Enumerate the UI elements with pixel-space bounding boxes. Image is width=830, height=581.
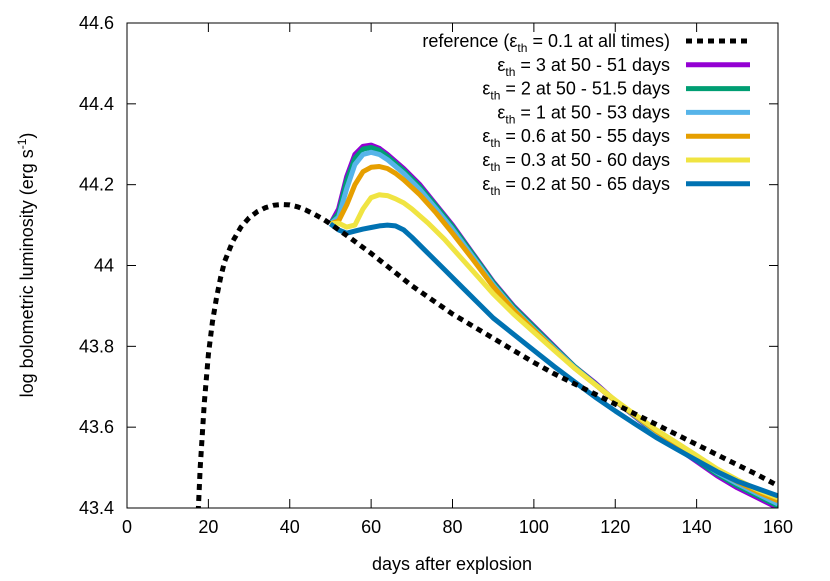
reference-line bbox=[195, 201, 778, 508]
legend-label: εth = 0.2 at 50 - 65 days bbox=[482, 174, 670, 198]
plot-curves bbox=[195, 142, 778, 508]
x-tick-label: 140 bbox=[682, 517, 712, 537]
y-axis-ticks: 43.4 43.6 43.8 44 44.2 44.4 44.6 bbox=[79, 13, 778, 518]
legend-label: reference (εth = 0.1 at all times) bbox=[422, 31, 670, 55]
x-tick-label: 60 bbox=[361, 517, 381, 537]
x-tick-label: 100 bbox=[519, 517, 549, 537]
y-tick-label: 44.6 bbox=[79, 13, 114, 33]
legend-label: εth = 2 at 50 - 51.5 days bbox=[482, 79, 670, 103]
legend-label: εth = 0.6 at 50 - 55 days bbox=[482, 126, 670, 150]
y-tick-label: 44.2 bbox=[79, 175, 114, 195]
x-tick-label: 160 bbox=[763, 517, 793, 537]
x-tick-label: 40 bbox=[280, 517, 300, 537]
y-tick-label: 43.4 bbox=[79, 498, 114, 518]
x-axis-ticks: 0 20 40 60 80 100 120 140 160 bbox=[122, 23, 793, 537]
y-tick-label: 43.8 bbox=[79, 336, 114, 356]
legend: reference (εth = 0.1 at all times)εth = … bbox=[422, 31, 750, 198]
plot-frame bbox=[126, 22, 779, 509]
x-tick-label: 20 bbox=[198, 517, 218, 537]
legend-label: εth = 0.3 at 50 - 60 days bbox=[482, 150, 670, 174]
y-tick-label: 44 bbox=[94, 256, 114, 276]
x-tick-label: 80 bbox=[442, 517, 462, 537]
x-tick-label: 120 bbox=[600, 517, 630, 537]
y-tick-label: 43.6 bbox=[79, 417, 114, 437]
x-axis-label: days after explosion bbox=[372, 554, 532, 574]
legend-label: εth = 3 at 50 - 51 days bbox=[497, 55, 670, 79]
x-tick-label: 0 bbox=[122, 517, 132, 537]
series-line-0.3-at-50-60-days bbox=[330, 192, 778, 501]
y-axis-label: log bolometric luminosity (erg s-1) bbox=[15, 133, 37, 398]
series-line-0.2-at-50-65-days bbox=[328, 221, 778, 499]
legend-label: εth = 1 at 50 - 53 days bbox=[497, 102, 670, 126]
y-tick-label: 44.4 bbox=[79, 94, 114, 114]
